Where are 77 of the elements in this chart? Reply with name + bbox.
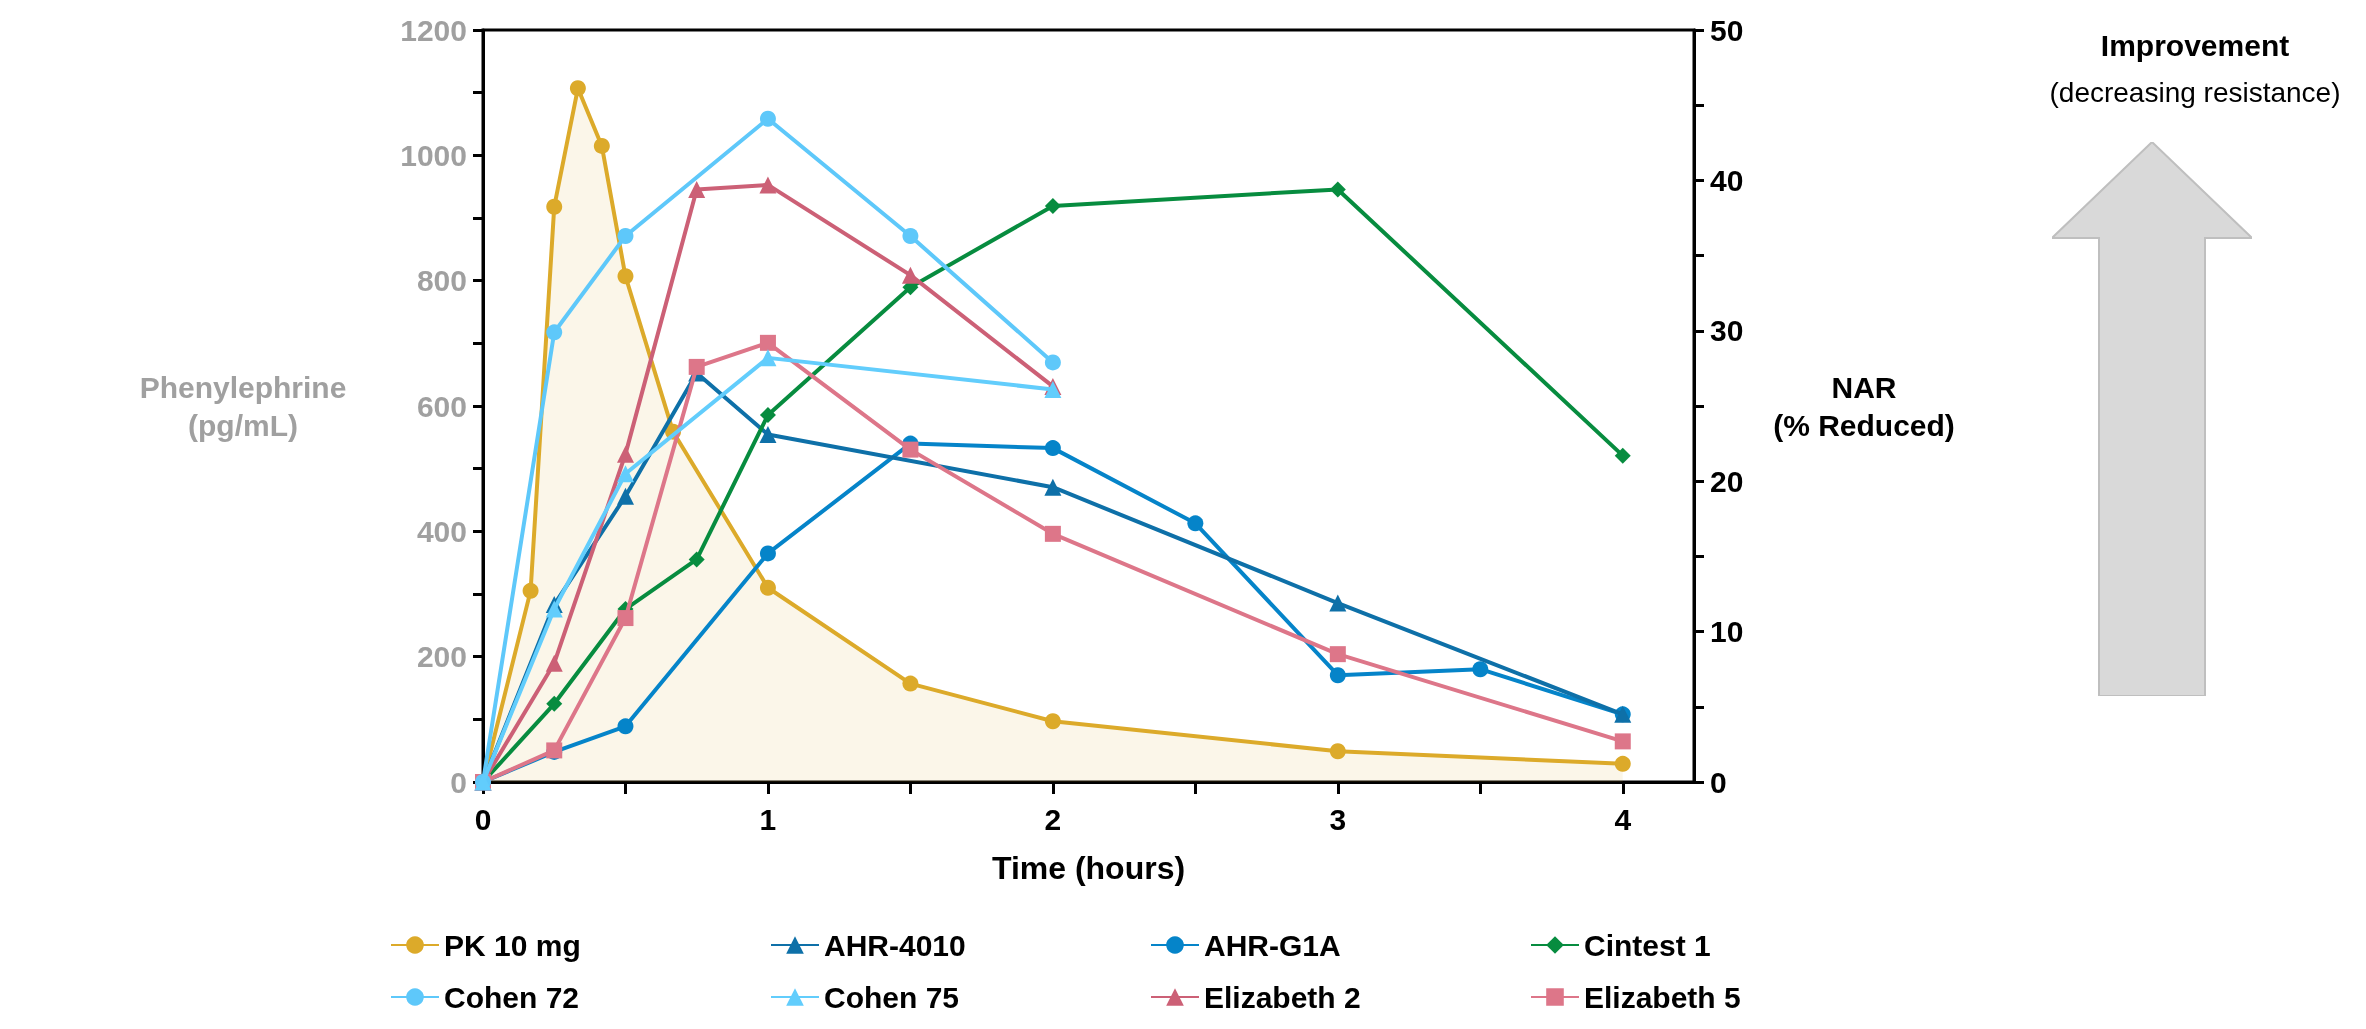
point bbox=[902, 228, 919, 245]
point bbox=[546, 695, 563, 712]
x-tick-label: 3 bbox=[1329, 802, 1347, 836]
legend-label: PK 10 mg bbox=[444, 928, 581, 962]
point bbox=[1329, 743, 1346, 760]
point bbox=[1329, 594, 1347, 612]
point bbox=[1044, 525, 1061, 542]
point bbox=[1472, 661, 1489, 678]
legend-label: Cohen 72 bbox=[444, 980, 580, 1014]
x-tick-label: 2 bbox=[1044, 802, 1062, 836]
point bbox=[1044, 197, 1061, 214]
x-axis-title: Time (hours) bbox=[991, 850, 1186, 886]
point bbox=[617, 268, 634, 285]
y-tick-label: 800 bbox=[416, 264, 467, 298]
y2-tick-label: 0 bbox=[1710, 765, 1727, 799]
point bbox=[1329, 181, 1346, 198]
point bbox=[1329, 667, 1346, 684]
y2-tick-label: 50 bbox=[1710, 13, 1744, 47]
point bbox=[1044, 478, 1062, 496]
point bbox=[1614, 755, 1631, 772]
legend-label: Cohen 75 bbox=[824, 980, 960, 1014]
legend-label: AHR-4010 bbox=[824, 928, 966, 962]
point bbox=[569, 80, 586, 97]
point bbox=[1044, 713, 1061, 730]
point bbox=[759, 426, 777, 444]
x-tick-label: 0 bbox=[474, 802, 492, 836]
point bbox=[759, 545, 776, 562]
y-tick-label: 600 bbox=[416, 389, 467, 423]
point bbox=[1614, 447, 1631, 464]
point bbox=[593, 137, 610, 154]
point bbox=[546, 324, 563, 341]
point bbox=[759, 579, 776, 596]
point bbox=[546, 198, 563, 215]
point bbox=[522, 582, 539, 599]
y-tick-label: 1000 bbox=[400, 138, 467, 172]
x-tick-label: 4 bbox=[1614, 802, 1632, 836]
point bbox=[759, 407, 776, 424]
point bbox=[901, 266, 919, 284]
legend-label: Elizabeth 5 bbox=[1584, 980, 1741, 1014]
point bbox=[902, 441, 919, 458]
legend-label: Elizabeth 2 bbox=[1204, 980, 1361, 1014]
point bbox=[617, 610, 634, 627]
point bbox=[1044, 440, 1061, 457]
x-tick-label: 1 bbox=[759, 802, 777, 836]
point bbox=[759, 110, 776, 127]
legend-label: Cintest 1 bbox=[1584, 928, 1711, 962]
point bbox=[545, 600, 563, 618]
point bbox=[1044, 354, 1061, 371]
point bbox=[617, 228, 634, 245]
point bbox=[759, 176, 777, 194]
y2-tick-label: 40 bbox=[1710, 163, 1744, 197]
point bbox=[616, 487, 634, 505]
point bbox=[616, 465, 634, 483]
y-tick-label: 1200 bbox=[400, 13, 467, 47]
point bbox=[617, 718, 634, 735]
legend-label: AHR-G1A bbox=[1204, 928, 1341, 962]
point bbox=[1187, 515, 1204, 532]
point bbox=[688, 358, 705, 375]
y2-tick-label: 10 bbox=[1710, 615, 1744, 649]
y-tick-label: 0 bbox=[450, 765, 467, 799]
point bbox=[1329, 646, 1346, 663]
y-tick-label: 400 bbox=[416, 514, 467, 548]
point bbox=[759, 349, 777, 367]
point bbox=[545, 654, 563, 672]
y-axis-title: Phenylephrine (pg/mL) bbox=[139, 370, 347, 442]
point bbox=[902, 675, 919, 692]
point bbox=[688, 180, 706, 198]
text: (decreasing resistance) bbox=[2049, 76, 2341, 108]
point bbox=[616, 445, 634, 463]
y2-axis-title: NAR (% Reduced) bbox=[1773, 370, 1955, 442]
y2-tick-label: 30 bbox=[1710, 314, 1744, 348]
y-tick-label: 200 bbox=[416, 640, 467, 674]
y2-tick-label: 20 bbox=[1710, 464, 1744, 498]
point bbox=[688, 551, 705, 568]
text: Improvement bbox=[2100, 28, 2290, 62]
point bbox=[1614, 733, 1631, 750]
point bbox=[759, 334, 776, 351]
